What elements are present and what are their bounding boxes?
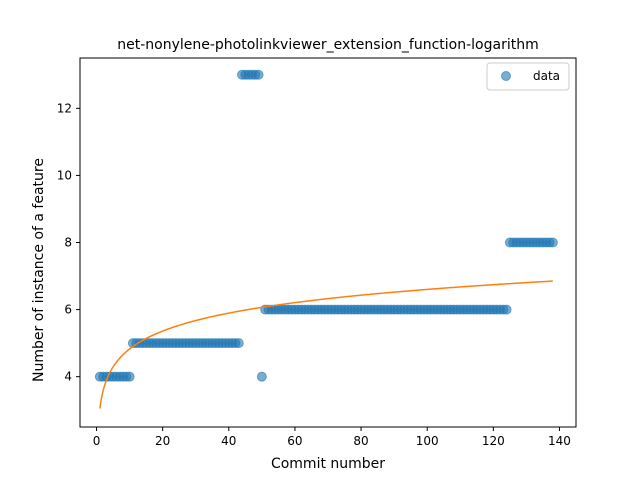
y-axis-label: Number of instance of a feature	[31, 158, 47, 382]
y-tick-label: 10	[57, 168, 72, 182]
fit-line	[99, 280, 553, 409]
data-point	[501, 304, 512, 315]
x-tick-label: 100	[416, 434, 439, 448]
y-tick-label: 12	[57, 101, 72, 115]
plot-area	[94, 69, 558, 409]
chart-title: net-nonylene-photolinkviewer_extension_f…	[117, 37, 538, 53]
x-tick-label: 120	[482, 434, 505, 448]
y-tick-label: 4	[64, 370, 72, 384]
data-point	[256, 371, 267, 382]
y-tick-label: 8	[64, 236, 72, 250]
x-tick-label: 60	[287, 434, 302, 448]
x-tick-label: 0	[93, 434, 101, 448]
x-tick-label: 40	[221, 434, 236, 448]
y-tick-label: 6	[64, 303, 72, 317]
legend: data	[486, 62, 570, 91]
legend-label-data: data	[533, 69, 560, 83]
axes: 0 20 40 60 80 100 120 140 4 6 8 10 12	[57, 57, 577, 448]
x-axis-label: Commit number	[271, 456, 385, 472]
x-tick-label: 80	[353, 434, 368, 448]
data-point	[124, 371, 135, 382]
legend-box	[486, 62, 570, 91]
data-point	[253, 69, 264, 80]
x-tick-label: 140	[548, 434, 571, 448]
data-point	[233, 338, 244, 349]
legend-marker-data	[501, 71, 511, 81]
x-tick-label: 20	[155, 434, 170, 448]
data-point	[547, 237, 558, 248]
